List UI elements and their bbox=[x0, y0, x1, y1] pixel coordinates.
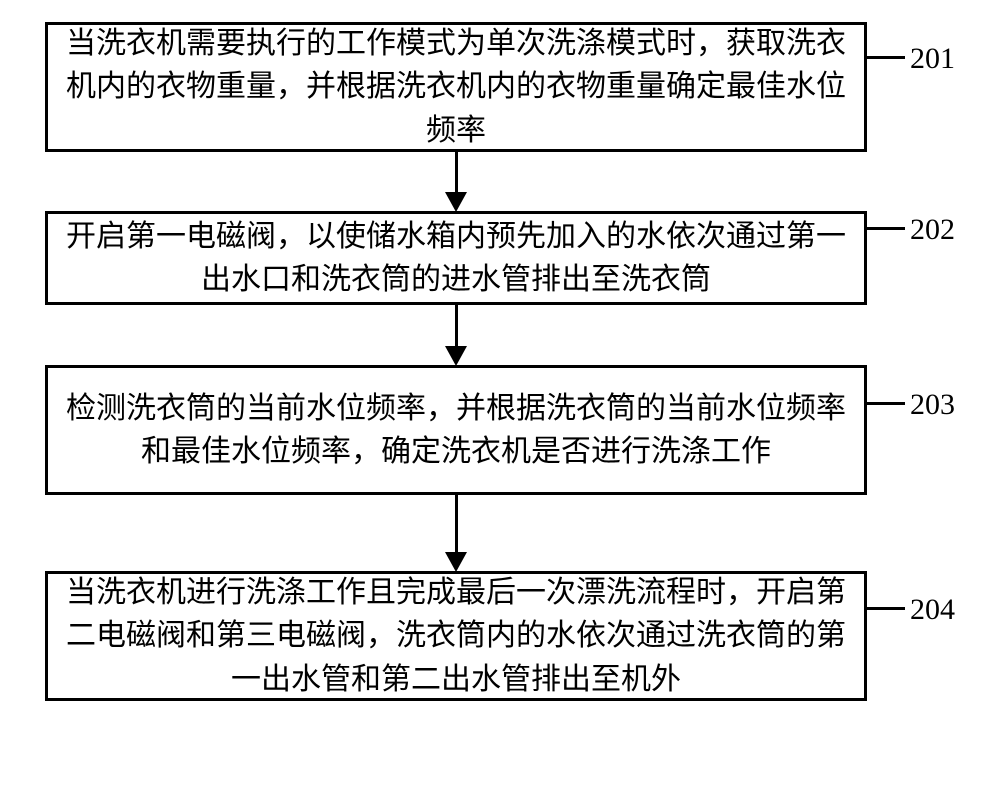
arrow-203-204-head bbox=[445, 552, 467, 572]
step-203-box: 检测洗衣筒的当前水位频率，并根据洗衣筒的当前水位频率和最佳水位频率，确定洗衣机是… bbox=[45, 365, 867, 495]
lead-202 bbox=[867, 227, 905, 230]
arrow-202-203-head bbox=[445, 346, 467, 366]
step-203-label: 203 bbox=[910, 388, 955, 422]
flowchart-canvas: 当洗衣机需要执行的工作模式为单次洗涤模式时，获取洗衣机内的衣物重量，并根据洗衣机… bbox=[0, 0, 1000, 786]
step-204-box: 当洗衣机进行洗涤工作且完成最后一次漂洗流程时，开启第二电磁阀和第三电磁阀，洗衣筒… bbox=[45, 571, 867, 701]
step-202-label-text: 202 bbox=[910, 213, 955, 246]
arrow-202-203-line bbox=[455, 305, 458, 348]
step-201-label: 201 bbox=[910, 42, 955, 76]
arrow-201-202-line bbox=[455, 152, 458, 194]
lead-204 bbox=[867, 607, 905, 610]
arrow-203-204-line bbox=[455, 495, 458, 553]
step-201-text: 当洗衣机需要执行的工作模式为单次洗涤模式时，获取洗衣机内的衣物重量，并根据洗衣机… bbox=[62, 22, 850, 153]
step-204-label-text: 204 bbox=[910, 593, 955, 626]
step-204-label: 204 bbox=[910, 593, 955, 627]
lead-203 bbox=[867, 402, 905, 405]
step-201-box: 当洗衣机需要执行的工作模式为单次洗涤模式时，获取洗衣机内的衣物重量，并根据洗衣机… bbox=[45, 22, 867, 152]
step-202-text: 开启第一电磁阀，以使储水箱内预先加入的水依次通过第一出水口和洗衣筒的进水管排出至… bbox=[62, 215, 850, 302]
step-204-text: 当洗衣机进行洗涤工作且完成最后一次漂洗流程时，开启第二电磁阀和第三电磁阀，洗衣筒… bbox=[62, 571, 850, 702]
step-202-label: 202 bbox=[910, 213, 955, 247]
step-203-label-text: 203 bbox=[910, 388, 955, 421]
step-202-box: 开启第一电磁阀，以使储水箱内预先加入的水依次通过第一出水口和洗衣筒的进水管排出至… bbox=[45, 211, 867, 305]
step-201-label-text: 201 bbox=[910, 42, 955, 75]
arrow-201-202-head bbox=[445, 192, 467, 212]
lead-201 bbox=[867, 56, 905, 59]
step-203-text: 检测洗衣筒的当前水位频率，并根据洗衣筒的当前水位频率和最佳水位频率，确定洗衣机是… bbox=[62, 387, 850, 474]
